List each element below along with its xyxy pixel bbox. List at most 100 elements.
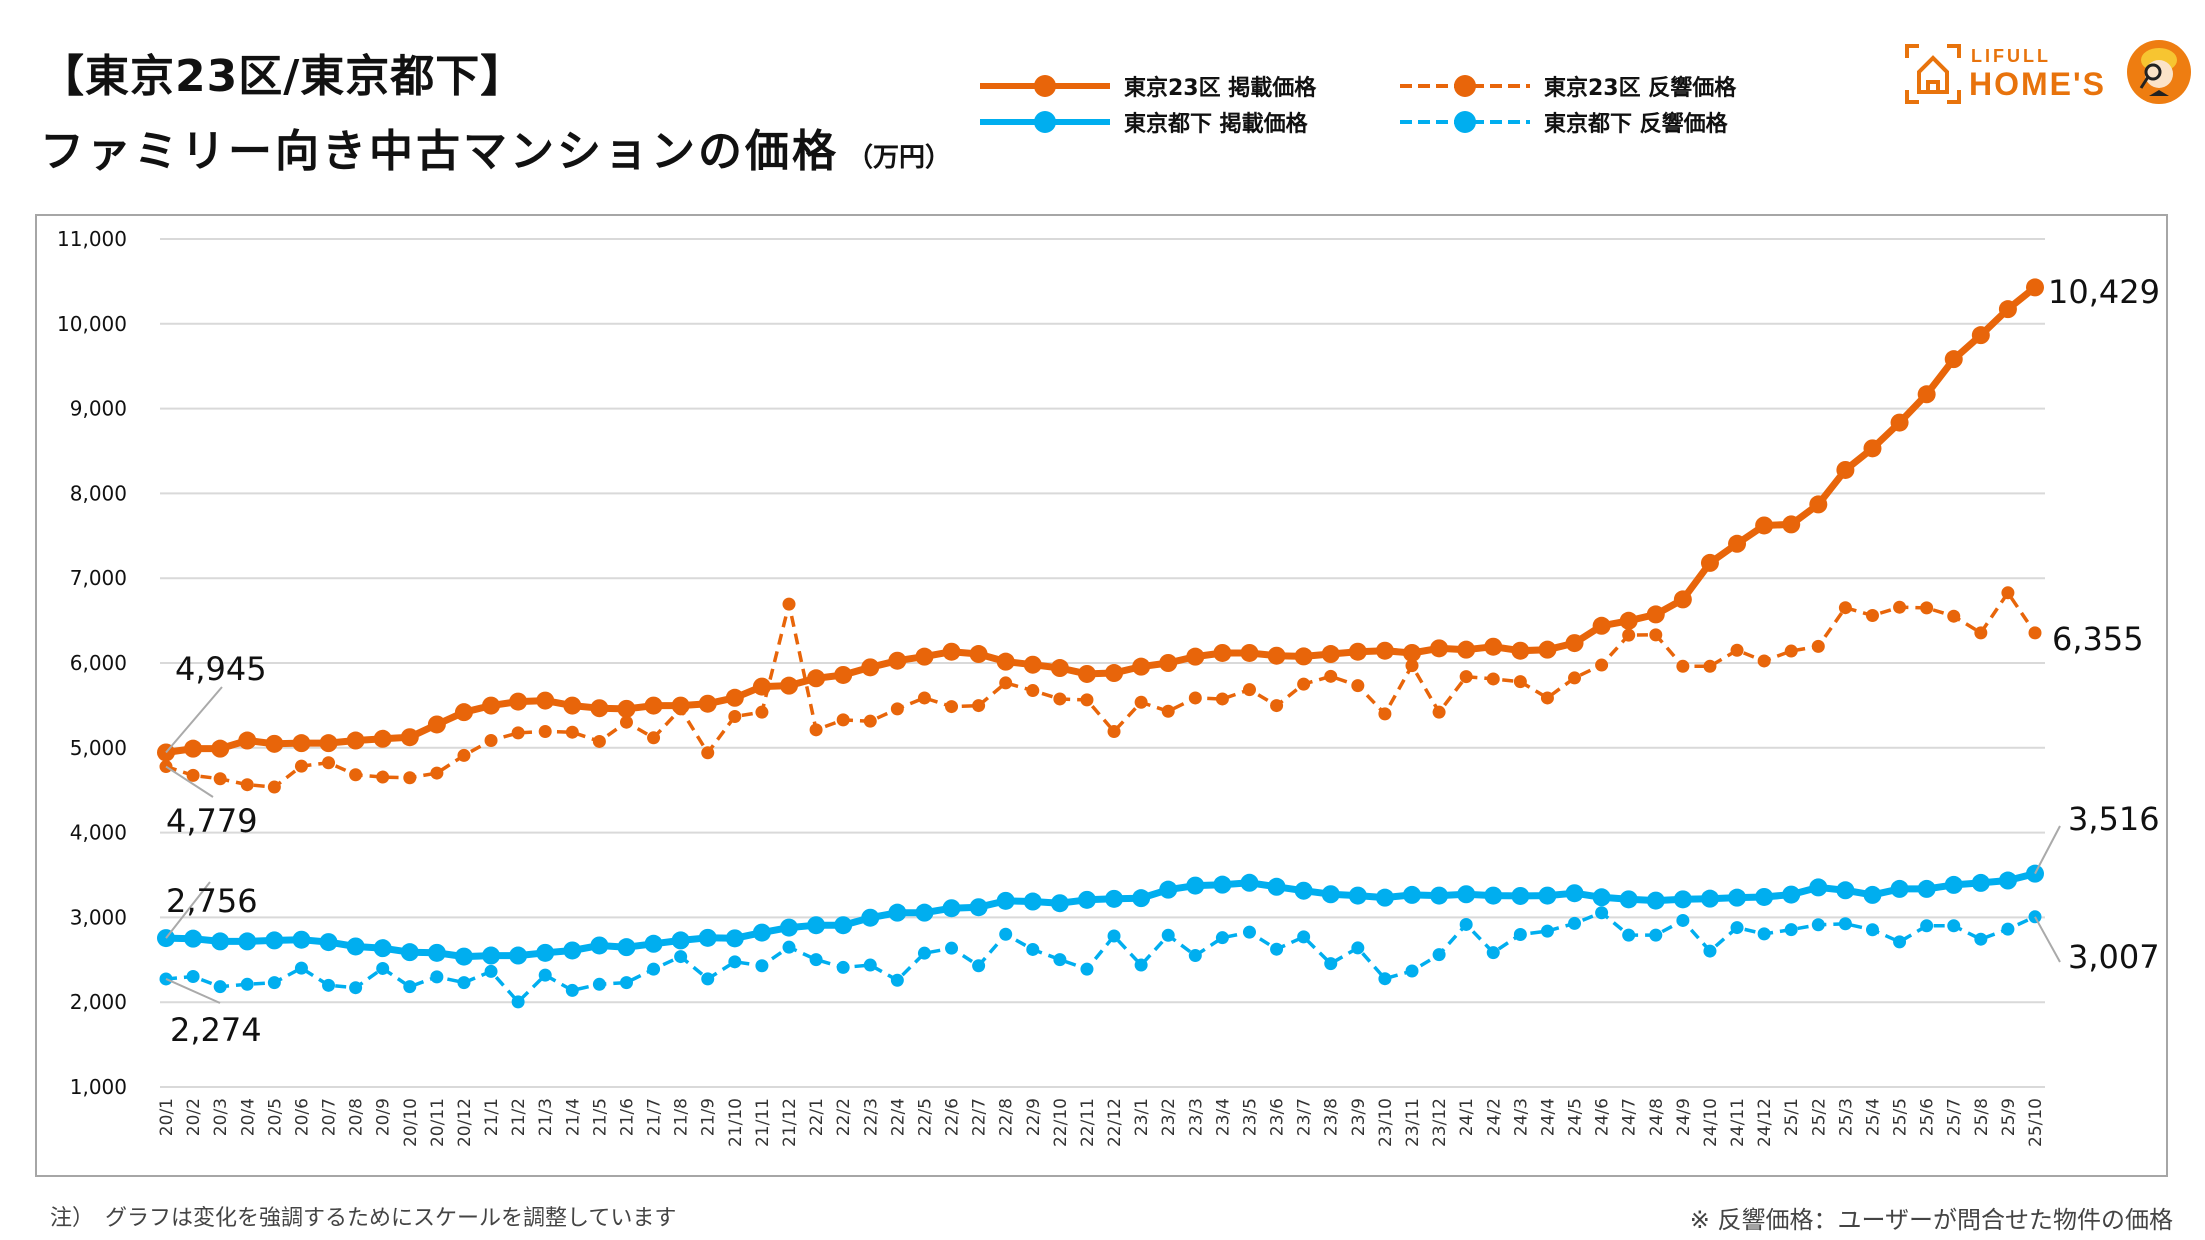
x-tick-label: 25/7 bbox=[1945, 1098, 1965, 1136]
data-point bbox=[1920, 919, 1934, 933]
data-point bbox=[1646, 605, 1665, 624]
data-point bbox=[1375, 888, 1394, 907]
data-point bbox=[1351, 679, 1365, 693]
y-tick-label: 5,000 bbox=[70, 736, 127, 760]
legend-label: 東京23区 反響価格 bbox=[1544, 76, 1737, 101]
data-point bbox=[1077, 890, 1096, 909]
data-point bbox=[1297, 930, 1311, 944]
data-point bbox=[1917, 879, 1936, 898]
data-point bbox=[917, 691, 931, 705]
data-point bbox=[1890, 413, 1909, 432]
data-point bbox=[728, 710, 742, 724]
data-point bbox=[647, 731, 661, 745]
x-tick-label: 21/10 bbox=[726, 1098, 746, 1147]
data-point bbox=[888, 651, 907, 670]
data-point bbox=[1673, 890, 1692, 909]
data-point bbox=[1050, 894, 1069, 913]
data-point bbox=[1486, 946, 1500, 960]
data-label: 4,945 bbox=[175, 650, 267, 688]
x-tick-label: 24/11 bbox=[1728, 1098, 1748, 1147]
data-point bbox=[454, 947, 473, 966]
data-point bbox=[592, 977, 606, 991]
legend-item-tokyo-suburbs-inquiry: 東京都下 反響価格 bbox=[1400, 106, 1728, 138]
data-point bbox=[1405, 964, 1419, 978]
data-point bbox=[861, 658, 880, 677]
data-point bbox=[538, 725, 552, 739]
legend-dashed-orange-marker-icon bbox=[1400, 75, 1530, 97]
data-point bbox=[1565, 884, 1584, 903]
data-point bbox=[457, 976, 471, 990]
x-tick-label: 24/12 bbox=[1755, 1098, 1775, 1147]
data-point bbox=[1757, 927, 1771, 941]
data-point bbox=[1730, 921, 1744, 935]
data-point bbox=[509, 692, 528, 711]
data-point bbox=[752, 923, 771, 942]
chart-title-text: ファミリー向き中古マンションの価格 bbox=[40, 126, 839, 177]
data-point bbox=[890, 973, 904, 987]
lifull-homes-logo: LIFULL HOME'S bbox=[1905, 40, 2205, 110]
data-point bbox=[972, 959, 986, 973]
data-point bbox=[1270, 699, 1284, 713]
y-tick-label: 10,000 bbox=[57, 312, 127, 336]
data-point bbox=[1134, 695, 1148, 709]
data-point bbox=[403, 980, 417, 994]
data-point bbox=[674, 950, 688, 964]
x-tick-label: 25/8 bbox=[1972, 1098, 1992, 1136]
data-point bbox=[1459, 917, 1473, 931]
data-point bbox=[1457, 885, 1476, 904]
y-tick-label: 9,000 bbox=[70, 397, 127, 421]
y-tick-label: 11,000 bbox=[57, 227, 127, 251]
legend-solid-orange-marker-icon bbox=[980, 75, 1110, 97]
data-point bbox=[972, 699, 986, 713]
data-point bbox=[1673, 590, 1692, 609]
data-point bbox=[1351, 941, 1365, 955]
data-point bbox=[1080, 693, 1094, 707]
callout-leader-line bbox=[165, 881, 211, 939]
data-point bbox=[1784, 644, 1798, 658]
x-tick-label: 25/2 bbox=[1809, 1098, 1829, 1136]
data-point bbox=[915, 903, 934, 922]
chart-title-line2: ファミリー向き中古マンションの価格 （万円） bbox=[40, 115, 951, 179]
data-point bbox=[319, 734, 338, 753]
data-point bbox=[592, 734, 606, 748]
data-point bbox=[1998, 300, 2017, 319]
data-point bbox=[349, 768, 363, 782]
data-point bbox=[647, 962, 661, 976]
data-point bbox=[482, 946, 501, 965]
data-point bbox=[1757, 654, 1771, 668]
data-point bbox=[457, 748, 471, 762]
data-point bbox=[1838, 601, 1852, 615]
data-point bbox=[1023, 655, 1042, 674]
data-point bbox=[1703, 944, 1717, 958]
data-point bbox=[1755, 887, 1774, 906]
data-point bbox=[969, 898, 988, 917]
data-point bbox=[807, 669, 826, 688]
data-point bbox=[1619, 890, 1638, 909]
data-point bbox=[1998, 871, 2017, 890]
y-tick-label: 3,000 bbox=[70, 905, 127, 929]
data-point bbox=[322, 756, 336, 770]
data-point bbox=[1026, 684, 1040, 698]
data-point bbox=[1378, 972, 1392, 986]
data-point bbox=[1622, 628, 1636, 642]
data-point bbox=[1893, 600, 1907, 614]
data-point bbox=[267, 780, 281, 794]
data-point bbox=[482, 696, 501, 715]
x-tick-label: 24/1 bbox=[1457, 1098, 1477, 1136]
data-label: 6,355 bbox=[2052, 620, 2144, 658]
data-point bbox=[1865, 609, 1879, 623]
data-point bbox=[1430, 639, 1449, 658]
x-tick-label: 21/12 bbox=[780, 1098, 800, 1147]
x-tick-label: 22/12 bbox=[1105, 1098, 1125, 1147]
data-point bbox=[238, 932, 257, 951]
data-point bbox=[563, 941, 582, 960]
data-point bbox=[836, 713, 850, 727]
unit-label: （万円） bbox=[847, 143, 952, 173]
data-point bbox=[915, 647, 934, 666]
data-point bbox=[292, 734, 311, 753]
data-point bbox=[1050, 659, 1069, 678]
data-point bbox=[1107, 929, 1121, 943]
data-point bbox=[427, 943, 446, 962]
data-point bbox=[1838, 917, 1852, 931]
data-point bbox=[1974, 626, 1988, 640]
